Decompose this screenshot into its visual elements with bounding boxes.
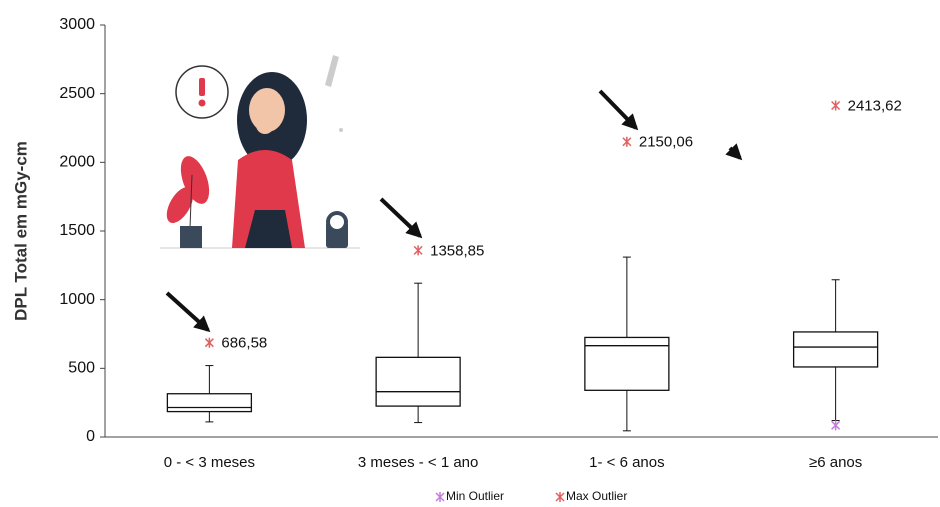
box (792, 331, 879, 368)
box (166, 393, 253, 413)
legend-label: Min Outlier (446, 489, 504, 503)
y-tick-label: 0 (86, 428, 95, 445)
arrows (165, 89, 743, 333)
y-tick-label: 1000 (59, 291, 95, 308)
data-label: 2413,62 (848, 97, 902, 114)
data-label: 1358,85 (430, 242, 484, 259)
x-tick-label: 1- < 6 anos (589, 454, 664, 471)
data-label: 686,58 (221, 335, 267, 352)
y-tick-label: 1500 (59, 222, 95, 239)
min-outlier (831, 420, 841, 431)
max-outlier (622, 136, 632, 147)
y-axis-label: DPL Total em mGy-cm (11, 141, 30, 321)
x-tick-label: 0 - < 3 meses (164, 454, 255, 471)
max-outlier (204, 337, 214, 348)
y-tick-label: 2000 (59, 154, 95, 171)
legend-marker (435, 492, 445, 502)
y-tick-label: 3000 (59, 16, 95, 33)
y-tick-label: 2500 (59, 85, 95, 102)
max-outlier (413, 245, 423, 256)
data-label: 2150,06 (639, 134, 693, 151)
illustration (160, 55, 360, 249)
x-tick-label: ≥6 anos (809, 454, 862, 471)
y-tick-label: 500 (68, 360, 95, 377)
legend-marker (555, 492, 565, 502)
x-tick-label: 3 meses - < 1 ano (358, 454, 478, 471)
max-outlier (831, 100, 841, 111)
legend-label: Max Outlier (566, 489, 627, 503)
box (375, 356, 461, 407)
